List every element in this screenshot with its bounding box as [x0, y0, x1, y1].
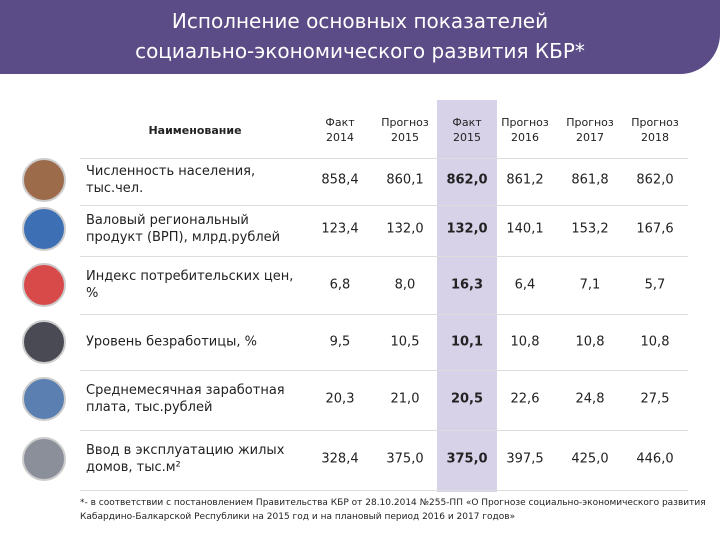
cell-value: 140,1 [506, 221, 544, 237]
cell-value: 8,0 [394, 277, 416, 293]
cell-value: 123,4 [321, 221, 359, 237]
cell-value: 16,3 [450, 277, 484, 293]
row-icon [22, 207, 66, 251]
column-kind: Факт [452, 116, 482, 129]
title: социально-экономического развития КБР* [135, 39, 585, 63]
cell-value: 10,5 [390, 334, 420, 350]
cell-value: 861,2 [506, 172, 544, 188]
cell-value: 446,0 [636, 451, 674, 467]
row-name: Уровень безработицы, % [86, 334, 257, 350]
cell-value: 858,4 [321, 172, 359, 188]
cell-value: 9,5 [329, 334, 351, 350]
cell-value: 22,6 [510, 391, 540, 407]
column-kind: Прогноз [631, 116, 679, 129]
highlight-column [437, 100, 497, 492]
column-kind: Прогноз [381, 116, 429, 129]
cell-value: 425,0 [571, 451, 609, 467]
column-year: 2018 [641, 131, 669, 144]
cell-value: 5,7 [644, 277, 666, 293]
column-kind: Прогноз [566, 116, 614, 129]
row-separator [80, 314, 688, 315]
cell-value: 375,0 [386, 451, 424, 467]
cell-value: 132,0 [446, 221, 488, 237]
cell-value: 27,5 [640, 391, 670, 407]
cell-value: 10,8 [510, 334, 540, 350]
footnote: *- в соответствии с постановлением Прави… [80, 498, 706, 522]
column-year: 2015 [391, 131, 419, 144]
cell-value: 860,1 [386, 172, 424, 188]
cell-value: 862,0 [446, 172, 488, 188]
row-icon [22, 158, 66, 202]
cell-value: 397,5 [506, 451, 544, 467]
cell-value: 20,3 [325, 391, 355, 407]
row-separator [80, 158, 688, 159]
column-year: 2016 [511, 131, 539, 144]
row-name: Численность населения, тыс.чел. [86, 164, 256, 196]
cell-value: 153,2 [571, 221, 609, 237]
title: Исполнение основных показателей [171, 9, 549, 33]
cell-value: 167,6 [636, 221, 674, 237]
row-separator [80, 256, 688, 257]
cell-value: 10,8 [640, 334, 670, 350]
row-separator [80, 430, 688, 431]
cell-value: 20,5 [450, 391, 484, 407]
cell-value: 328,4 [321, 451, 359, 467]
column-header: Прогноз 2015 [373, 115, 437, 145]
row-name: Среднемесячная заработная плата, тыс.руб… [86, 383, 285, 415]
row-name: Индекс потребительских цен, % [86, 269, 294, 301]
cell-value: 6,4 [514, 277, 536, 293]
name-header: Наименование [148, 124, 242, 137]
cell-value: 862,0 [636, 172, 674, 188]
cell-value: 10,1 [450, 334, 484, 350]
column-year: 2014 [326, 131, 354, 144]
column-header: Прогноз 2018 [623, 115, 687, 145]
row-icon [22, 263, 66, 307]
cell-value: 6,8 [329, 277, 351, 293]
cell-value: 7,1 [579, 277, 601, 293]
row-separator [80, 370, 688, 371]
column-kind: Факт [325, 116, 355, 129]
row-name: Ввод в эксплуатацию жилых домов, тыс.м² [86, 443, 285, 475]
row-separator [80, 205, 688, 206]
cell-value: 24,8 [575, 391, 605, 407]
title-banner: Исполнение основных показателей социальн… [0, 0, 720, 74]
column-header: Факт 2014 [308, 115, 372, 145]
row-separator [80, 490, 688, 491]
cell-value: 10,8 [575, 334, 605, 350]
column-year: 2017 [576, 131, 604, 144]
cell-value: 132,0 [386, 221, 424, 237]
row-icon [22, 377, 66, 421]
column-header: Прогноз 2017 [558, 115, 622, 145]
row-icon [22, 437, 66, 481]
column-header: Факт 2015 [435, 115, 499, 145]
row-icon [22, 320, 66, 364]
cell-value: 375,0 [446, 451, 488, 467]
cell-value: 861,8 [571, 172, 609, 188]
column-header: Прогноз 2016 [493, 115, 557, 145]
column-year: 2015 [453, 131, 481, 144]
column-kind: Прогноз [501, 116, 549, 129]
cell-value: 21,0 [390, 391, 420, 407]
row-name: Валовый региональный продукт (ВРП), млрд… [86, 213, 281, 245]
